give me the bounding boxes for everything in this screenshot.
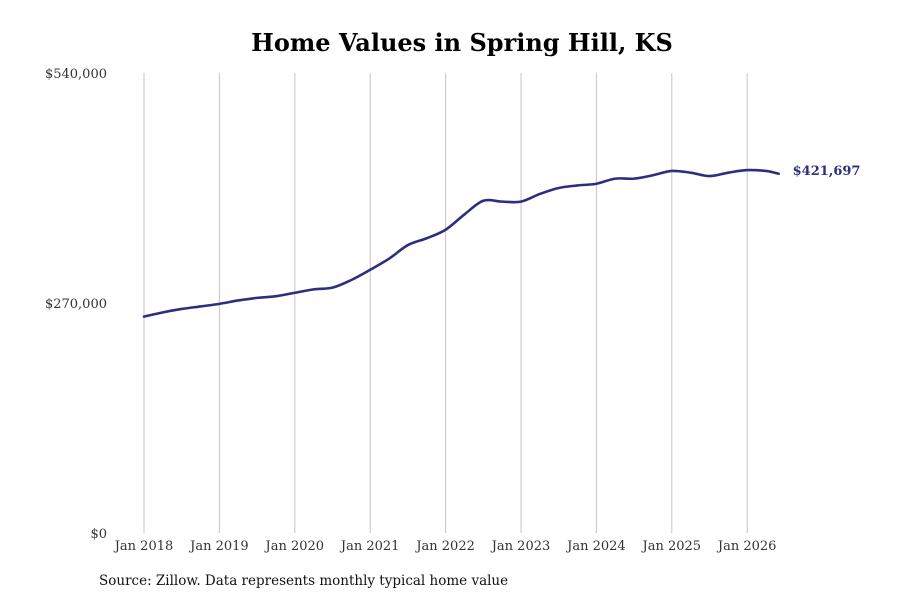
y-axis-ticks: $0 $270,000 $540,000: [45, 67, 107, 542]
x-tick-label: Jan 2022: [414, 539, 475, 554]
y-tick-label: $0: [90, 527, 107, 542]
x-axis-ticks: Jan 2018 Jan 2019 Jan 2020 Jan 2021 Jan 2022…: [113, 539, 777, 554]
x-tick-label: Jan 2026: [716, 539, 777, 554]
y-tick-label: $540,000: [45, 67, 107, 82]
x-tick-label: Jan 2019: [188, 539, 249, 554]
x-tick-label: Jan 2020: [264, 539, 325, 554]
x-tick-label: Jan 2023: [490, 539, 551, 554]
x-tick-label: Jan 2025: [641, 539, 702, 554]
y-tick-label: $270,000: [45, 297, 107, 312]
vertical-gridlines: [143, 73, 748, 533]
x-tick-label: Jan 2021: [339, 539, 400, 554]
series-layer: [142, 168, 780, 318]
end-value-label: $421,697: [793, 164, 861, 179]
source-note: Source: Zillow. Data represents monthly …: [99, 573, 509, 589]
chart-title: Home Values in Spring Hill, KS: [251, 28, 673, 57]
home-value-line: [142, 168, 780, 318]
x-tick-label: Jan 2018: [113, 539, 174, 554]
x-tick-label: Jan 2024: [565, 539, 626, 554]
